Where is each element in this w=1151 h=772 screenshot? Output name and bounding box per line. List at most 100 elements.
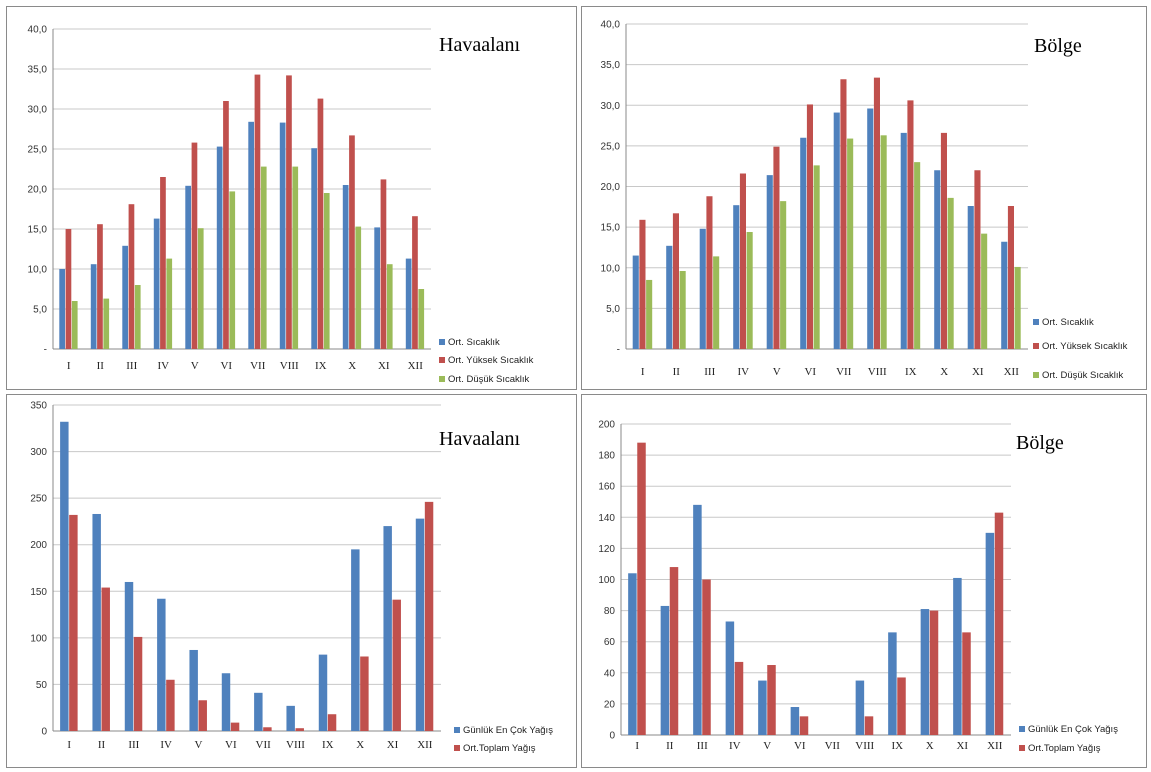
legend-swatch <box>1019 745 1025 751</box>
bar <box>286 75 292 350</box>
chart-panel-airport-temperature: -5,0 10,0 15,0 20,0 25,0 30,0 35,0 40,0 I II III IV… <box>6 6 577 390</box>
bar <box>248 121 254 349</box>
bar <box>702 579 711 735</box>
y-tick-label: 40,0 <box>601 20 621 31</box>
y-tick-label: 0 <box>41 727 47 738</box>
x-tick-label: XII <box>1004 366 1020 378</box>
bar <box>71 301 78 349</box>
bar <box>666 245 673 349</box>
legend-label: Ort. Düşük Sıcaklık <box>448 374 530 385</box>
x-tick-label: III <box>697 740 708 752</box>
bar <box>900 132 907 350</box>
bar <box>660 605 670 735</box>
legend-swatch <box>1019 726 1025 732</box>
bar <box>59 269 65 349</box>
bar <box>133 636 143 731</box>
bar <box>758 680 767 735</box>
legend-swatch <box>1033 319 1039 325</box>
bar <box>962 632 971 735</box>
y-tick-label: 10,0 <box>28 265 48 276</box>
x-tick-label: I <box>635 740 639 752</box>
bar <box>392 599 401 731</box>
chart-svg: -5,010,015,020,025,030,035,040,0I II III IV… <box>601 20 1128 382</box>
chart-title: Havaalanı <box>439 428 521 450</box>
legend-label: Ort.Toplam Yağış <box>463 743 536 754</box>
bar <box>693 504 702 735</box>
bar <box>873 77 880 350</box>
y-tick-label: 350 <box>30 401 47 412</box>
chart-svg: -5,010,015,020,025,030,035,040,0I II III IV… <box>28 25 534 386</box>
bar <box>974 170 981 349</box>
x-tick-label: VIII <box>286 739 305 751</box>
y-tick-label: 35,0 <box>28 65 48 76</box>
x-tick-label: X <box>926 740 934 752</box>
x-tick-label: XI <box>956 740 968 752</box>
bar <box>840 79 847 349</box>
bar <box>867 108 874 349</box>
x-tick-label: I <box>641 366 645 378</box>
chart-title: Bölge <box>1016 432 1064 454</box>
x-tick-label: V <box>195 739 203 751</box>
bar <box>833 112 840 349</box>
bar <box>317 98 324 349</box>
y-tick-label: 40 <box>604 668 616 679</box>
legend-label: Ort. Yüksek Sıcaklık <box>1042 341 1128 352</box>
y-tick-label: 25,0 <box>601 141 621 152</box>
bar <box>699 228 706 349</box>
x-tick-label: X <box>940 366 948 378</box>
bar <box>157 598 166 731</box>
bar <box>134 285 141 349</box>
bar <box>101 587 110 731</box>
x-tick-label: II <box>97 360 105 372</box>
y-tick-label: 150 <box>30 587 47 598</box>
bar <box>374 227 380 349</box>
x-tick-label: IX <box>322 739 334 751</box>
y-tick-label: 100 <box>598 575 615 586</box>
bar <box>967 206 974 349</box>
bar <box>197 228 204 349</box>
legend-label: Günlük En Çok Yağış <box>463 725 553 736</box>
bar <box>767 665 776 735</box>
bar <box>342 185 349 349</box>
bar <box>424 501 434 731</box>
bar <box>405 258 412 349</box>
bar <box>706 196 713 349</box>
legend-swatch <box>439 339 445 345</box>
bar <box>223 101 229 349</box>
bar <box>897 677 906 735</box>
bar <box>260 166 267 349</box>
x-tick-label: II <box>666 740 674 752</box>
x-tick-label: XII <box>408 360 424 372</box>
bar <box>1001 241 1008 349</box>
bar <box>929 610 939 735</box>
y-tick-label: 10,0 <box>601 263 621 274</box>
x-tick-label: VII <box>825 740 841 752</box>
bar <box>254 74 261 349</box>
y-tick-label: 140 <box>598 513 615 524</box>
bar <box>92 513 101 731</box>
y-tick-label: 20,0 <box>601 182 621 193</box>
bar <box>639 219 646 349</box>
y-tick-label: 20 <box>604 699 616 710</box>
y-tick-label: 80 <box>604 606 616 617</box>
x-tick-label: IX <box>891 740 903 752</box>
bar <box>880 135 887 349</box>
legend-swatch <box>439 376 445 382</box>
bar <box>679 271 686 349</box>
y-tick-label: 300 <box>30 447 47 458</box>
x-tick-label: VIII <box>280 360 299 372</box>
bar <box>934 170 941 349</box>
chart-panel-region-temperature: -5,0 10,0 15,0 20,0 25,0 30,0 35,0 40,0 I II III IV… <box>581 6 1147 390</box>
bar <box>813 165 820 349</box>
chart-panel-region-precipitation: 0 20 40 60 80 100 120 140 160 180 200 I II III IV V VI VI… <box>581 394 1147 768</box>
x-tick-label: II <box>673 366 681 378</box>
bar <box>160 177 166 349</box>
bar <box>191 142 198 349</box>
x-tick-label: XI <box>972 366 984 378</box>
bar <box>60 421 69 731</box>
bar <box>189 649 198 731</box>
bar <box>888 632 897 735</box>
x-tick-label: VII <box>836 366 852 378</box>
bar <box>646 279 653 349</box>
x-tick-label: VII <box>256 739 272 751</box>
